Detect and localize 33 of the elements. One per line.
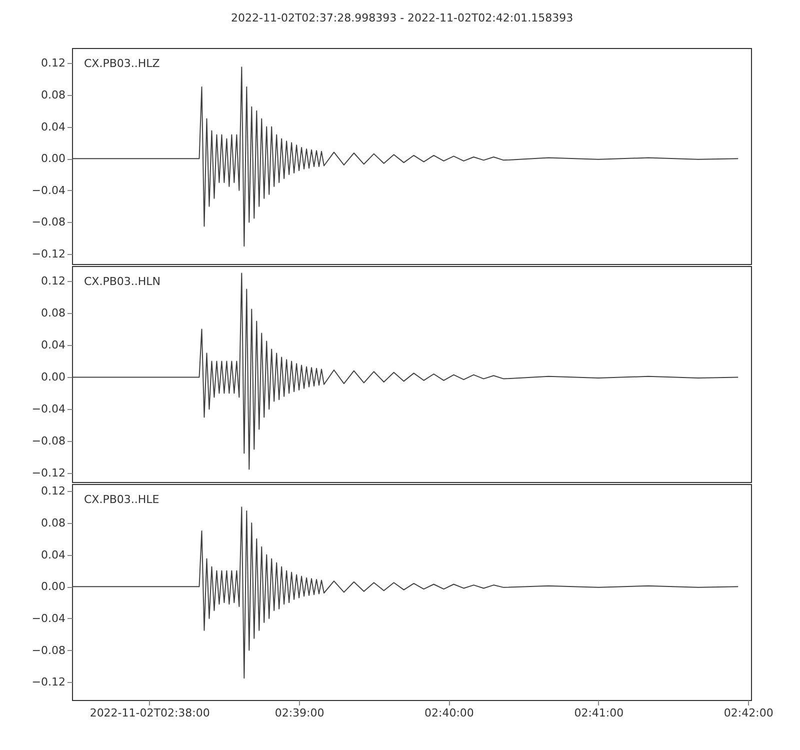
- y-tick-label: 0.08: [41, 88, 66, 102]
- y-tick-label: 0.08: [41, 306, 66, 320]
- x-tick-label: 02:39:00: [274, 706, 324, 720]
- y-tick-label: 0.04: [41, 120, 66, 134]
- y-tick-label: 0.12: [41, 484, 66, 498]
- y-tick-label: 0.12: [41, 56, 66, 70]
- line-series: [72, 506, 739, 679]
- x-tick-label: 02:41:00: [574, 706, 624, 720]
- y-tick-label: −0.04: [32, 402, 66, 416]
- y-tick-label: −0.08: [32, 644, 66, 657]
- x-tick-label: 2022-11-02T02:38:00: [90, 706, 210, 720]
- annotation: CX.PB03..HLE: [84, 493, 160, 506]
- annotation: CX.PB03..HLN: [84, 275, 161, 288]
- y-tick-label: −0.12: [32, 676, 66, 689]
- y-tick-label: −0.08: [32, 434, 66, 448]
- chart-title: 2022-11-02T02:37:28.998393 - 2022-11-02T02:42:01.158393: [231, 12, 574, 24]
- y-tick-label: −0.08: [32, 216, 66, 229]
- y-tick-label: −0.04: [32, 184, 66, 197]
- line-series: [72, 66, 739, 247]
- y-tick-label: 0.04: [41, 338, 66, 352]
- y-tick-label: 0.00: [41, 580, 66, 594]
- y-tick-label: 0.12: [41, 274, 66, 288]
- y-tick-label: −0.12: [32, 248, 66, 261]
- y-tick-label: 0.08: [41, 516, 66, 530]
- y-tick-label: 0.04: [41, 548, 66, 562]
- y-tick-label: −0.04: [32, 612, 66, 625]
- y-tick-label: 0.00: [41, 152, 66, 166]
- y-tick-label: 0.00: [41, 370, 66, 384]
- annotation: CX.PB03..HLZ: [84, 57, 160, 70]
- x-tick-label: 02:40:00: [424, 706, 474, 720]
- line-series: [72, 272, 739, 470]
- x-tick-label: 02:42:00: [724, 706, 774, 720]
- y-tick-label: −0.12: [32, 466, 66, 480]
